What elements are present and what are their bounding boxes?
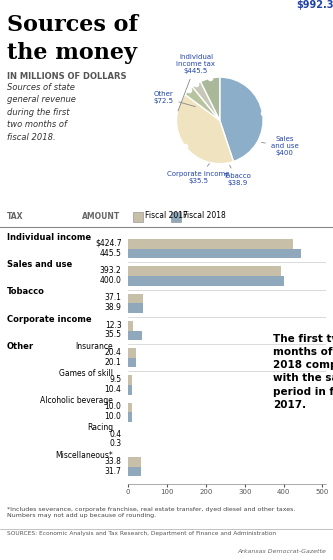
Text: $992.3: $992.3 [296,0,333,10]
Text: Individual income: Individual income [7,233,91,242]
Text: 35.5: 35.5 [105,330,122,339]
Text: Racing: Racing [87,423,113,432]
Text: Corporate income
$35.5: Corporate income $35.5 [167,164,229,184]
Text: 12.3: 12.3 [105,321,122,330]
Bar [128,239,293,249]
Bar [128,276,284,286]
Wedge shape [220,77,263,161]
Bar [128,293,143,304]
Text: Individual
income tax
$445.5: Individual income tax $445.5 [176,54,215,111]
Text: 0.3: 0.3 [110,439,122,448]
Text: Sales
and use
$400: Sales and use $400 [261,136,299,156]
Text: 10.4: 10.4 [105,385,122,394]
Text: Fiscal 2018: Fiscal 2018 [183,211,226,220]
Bar [128,403,132,412]
Text: SOURCES: Economic Analysis and Tax Research, Department of Finance and Administr: SOURCES: Economic Analysis and Tax Resea… [7,531,276,536]
Wedge shape [200,77,220,120]
Text: 10.0: 10.0 [105,403,122,412]
Text: 400.0: 400.0 [100,276,122,285]
Text: Sales and use: Sales and use [7,260,72,269]
Bar [128,358,136,367]
Text: Sources of: Sources of [7,14,138,36]
Text: Miscellaneous*: Miscellaneous* [56,451,113,460]
Text: Sources of state
general revenue
during the first
two months of
fiscal 2018.: Sources of state general revenue during … [7,83,76,142]
Text: Alcoholic beverage: Alcoholic beverage [40,396,113,405]
Text: Tobacco: Tobacco [7,287,45,296]
Wedge shape [185,87,220,120]
Text: AMOUNT: AMOUNT [82,212,120,221]
Text: 33.8: 33.8 [105,457,122,466]
Text: 445.5: 445.5 [100,249,122,258]
Text: Other: Other [7,342,34,351]
Text: $424.7: $424.7 [95,239,122,248]
Text: 37.1: 37.1 [105,293,122,302]
Bar [128,412,132,422]
Bar [128,457,141,467]
Bar [128,249,301,259]
Text: Games of skill: Games of skill [59,369,113,378]
Text: 20.4: 20.4 [105,348,122,357]
Bar [128,375,132,385]
Wedge shape [192,82,220,120]
Bar [128,348,136,358]
Text: Arkansas Democrat-Gazette: Arkansas Democrat-Gazette [237,549,326,554]
Text: Tobacco
$38.9: Tobacco $38.9 [223,165,251,186]
Text: 0.4: 0.4 [110,430,122,438]
Text: The first two
months of fiscal
2018 compared
with the same
period in fiscal
2017: The first two months of fiscal 2018 comp… [273,334,333,410]
Wedge shape [176,95,233,164]
Text: Insurance: Insurance [76,342,113,351]
Text: 31.7: 31.7 [105,466,122,475]
Text: 38.9: 38.9 [105,303,122,312]
Text: 393.2: 393.2 [100,266,122,275]
Text: *Includes severance, corporate franchise, real estate transfer, dyed diesel and : *Includes severance, corporate franchise… [7,507,295,519]
Text: the money: the money [7,42,137,64]
Text: TAX: TAX [7,212,23,221]
Text: 20.1: 20.1 [105,357,122,367]
Text: Corporate income: Corporate income [7,315,91,324]
Text: Fiscal 2017: Fiscal 2017 [145,211,188,220]
Bar [128,304,143,313]
Text: Other
$72.5: Other $72.5 [154,91,195,106]
Text: IN MILLIONS OF DOLLARS: IN MILLIONS OF DOLLARS [7,72,126,81]
Bar [128,321,133,330]
Text: 10.0: 10.0 [105,412,122,421]
Bar [128,267,281,276]
Bar [128,330,142,340]
Text: 9.5: 9.5 [110,375,122,384]
Bar [128,385,132,395]
Bar [128,467,141,477]
